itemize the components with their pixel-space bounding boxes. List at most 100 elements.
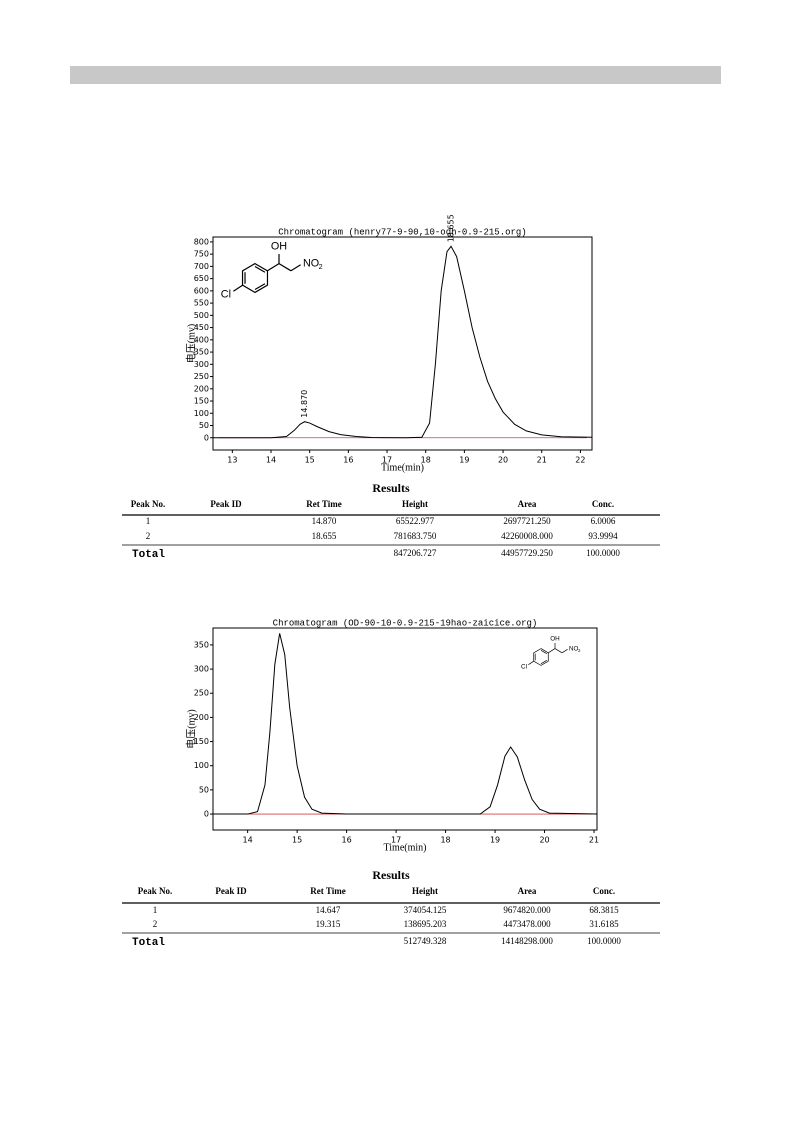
table-cell: 374054.125 <box>404 905 447 915</box>
structure: OH NO 2 Cl <box>521 635 581 670</box>
structure-label: 2 <box>319 262 323 271</box>
header-bar <box>70 66 721 84</box>
x-tick-label: 16 <box>342 836 352 845</box>
total-cell: 512749.328 <box>404 936 447 946</box>
column-header: Height <box>412 886 438 896</box>
x-tick-label: 21 <box>537 456 547 465</box>
bond <box>561 649 568 654</box>
y-tick-label: 350 <box>194 640 209 649</box>
structure-label: NO <box>303 257 319 269</box>
x-tick-label: 19 <box>490 836 500 845</box>
table-cell: 781683.750 <box>394 531 437 541</box>
column-header: Ret Time <box>306 499 341 509</box>
table-cell: 9674820.000 <box>503 905 551 915</box>
y-tick-label: 250 <box>194 689 209 698</box>
table-cell: 65522.977 <box>396 516 435 526</box>
table-cell: 14.870 <box>312 516 337 526</box>
bond <box>548 648 556 654</box>
ring-bond <box>540 649 547 654</box>
bond <box>233 284 243 292</box>
table-cell: 4473478.000 <box>503 919 551 929</box>
ring <box>533 648 549 666</box>
plot-frame <box>212 236 593 451</box>
column-header: Conc. <box>593 886 615 896</box>
column-header: Ret Time <box>310 886 345 896</box>
y-tick-label: 500 <box>194 311 209 320</box>
peak-label: 18.655 <box>447 214 456 242</box>
structure-label: Cl <box>221 289 231 301</box>
y-axis-label: 电压(mv) <box>184 709 197 748</box>
table-cell: 42260008.000 <box>501 531 553 541</box>
y-tick-label: 750 <box>194 250 209 259</box>
table-cell: 2 <box>146 531 151 541</box>
y-tick-label: 450 <box>194 323 209 332</box>
x-tick-label: 14 <box>243 836 253 845</box>
trace <box>213 633 598 815</box>
total-label: Total <box>132 937 165 949</box>
column-header: Peak No. <box>138 886 173 896</box>
y-tick-label: 150 <box>194 737 209 746</box>
peak-label: 14.870 <box>300 390 309 418</box>
y-tick-label: 300 <box>194 360 209 369</box>
ring <box>241 262 269 294</box>
table-cell: 2 <box>153 919 158 929</box>
table-cell: 19.315 <box>316 919 341 929</box>
x-tick-label: 16 <box>343 456 353 465</box>
structure-label: OH <box>550 635 560 642</box>
y-tick-label: 200 <box>194 384 209 393</box>
table-cell: 14.647 <box>316 905 341 915</box>
table-cell: 68.3815 <box>589 905 619 915</box>
x-axis-label: Time(min) <box>381 462 424 473</box>
column-header: Height <box>402 499 428 509</box>
y-tick-label: 600 <box>194 286 209 295</box>
x-tick-label: 14 <box>266 456 276 465</box>
y-tick-label: 400 <box>194 335 209 344</box>
y-tick-label: 350 <box>194 348 209 357</box>
table-cell: 18.655 <box>312 531 337 541</box>
structure: OH NO 2 Cl <box>221 241 323 301</box>
column-header: Peak ID <box>210 499 242 509</box>
y-tick-label: 550 <box>194 299 209 308</box>
total-cell: 100.0000 <box>587 936 621 946</box>
bond <box>528 660 534 665</box>
x-tick-label: 18 <box>440 836 450 845</box>
x-tick-label: 18 <box>421 456 431 465</box>
y-tick-label: 650 <box>194 274 209 283</box>
table-cell: 1 <box>146 516 151 526</box>
x-tick-label: 13 <box>227 456 237 465</box>
y-tick-label: 800 <box>194 237 209 246</box>
total-label: Total <box>132 549 165 561</box>
structure-label: OH <box>271 241 287 253</box>
column-header: Peak ID <box>215 886 247 896</box>
bond <box>278 263 292 272</box>
column-header: Area <box>518 886 537 896</box>
plot-frame <box>212 627 598 831</box>
y-tick-label: 250 <box>194 372 209 381</box>
y-tick-label: 300 <box>194 665 209 674</box>
x-tick-label: 17 <box>391 836 401 845</box>
x-tick-label: 15 <box>305 456 315 465</box>
structure-label: 2 <box>578 648 581 653</box>
structure-label: Cl <box>521 663 527 670</box>
bond <box>290 264 301 272</box>
y-tick-label: 50 <box>199 421 209 430</box>
table-cell: 31.6185 <box>589 919 619 929</box>
x-axis-label: Time(min) <box>384 842 427 853</box>
bond <box>554 648 563 654</box>
x-tick-label: 19 <box>459 456 469 465</box>
table-heading: Results <box>372 868 410 882</box>
x-tick-label: 17 <box>382 456 392 465</box>
chart-title: Chromatogram (henry77-9-90,10-odh-0.9-21… <box>278 227 526 237</box>
total-cell: 847206.727 <box>394 548 437 558</box>
y-axis-label: 电压(mv) <box>184 324 197 363</box>
bond <box>267 263 280 272</box>
y-tick-label: 100 <box>194 409 209 418</box>
ring-bond <box>540 660 547 665</box>
total-cell: 14148298.000 <box>501 936 553 946</box>
ring-bond <box>254 283 266 291</box>
column-header: Area <box>518 499 537 509</box>
x-tick-label: 20 <box>498 456 508 465</box>
table-cell: 138695.203 <box>404 919 447 929</box>
column-header: Conc. <box>592 499 614 509</box>
y-tick-label: 50 <box>199 785 209 794</box>
